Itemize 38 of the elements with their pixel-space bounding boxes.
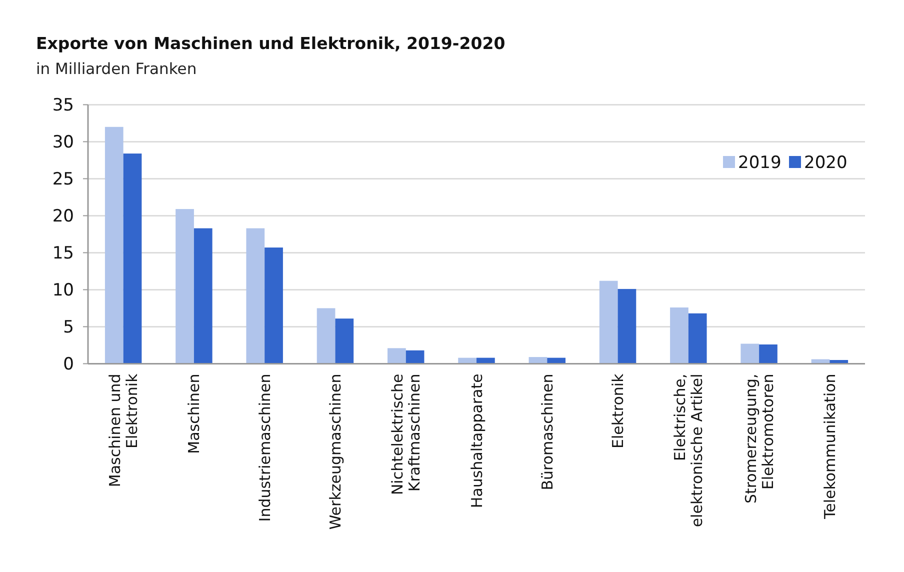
bar [670, 307, 688, 364]
chart-subtitle: in Milliarden Franken [36, 60, 197, 78]
bar [388, 348, 406, 364]
x-tick-label: Nichtelektrische Kraftmaschinen [388, 374, 424, 496]
x-tick-label: Büromaschinen [538, 374, 556, 490]
x-tick-label: Maschinen [185, 374, 204, 454]
x-tick-label: Telekommunikation [820, 374, 839, 520]
bar [264, 248, 283, 364]
y-tick-label: 30 [52, 132, 74, 153]
y-tick-label: 10 [52, 280, 74, 301]
bar [176, 209, 194, 364]
bar [599, 280, 618, 364]
x-tick-label: Werkzeugmaschinen [326, 374, 344, 530]
y-tick-label: 15 [52, 244, 74, 264]
bar [740, 344, 760, 364]
y-tick-label: 5 [63, 318, 74, 338]
legend-label: 2020 [804, 153, 848, 173]
x-tick-label: Haushaltapparate [468, 374, 486, 508]
legend-label: 2019 [738, 153, 782, 173]
y-tick-label: 20 [52, 206, 74, 227]
bar [316, 308, 336, 364]
x-tick-label: Industriemaschinen [256, 374, 274, 522]
bar [406, 350, 424, 364]
bar [759, 344, 778, 364]
bar [246, 228, 265, 364]
bar [104, 126, 124, 364]
y-tick-label: 0 [63, 354, 74, 375]
x-tick-label: Maschinen und Elektronik [106, 373, 142, 488]
chart-title: Exporte von Maschinen und Elektronik, 2019-2020 [36, 34, 506, 53]
x-tick-label: Elektronik [609, 373, 628, 449]
y-tick-label: 35 [52, 96, 74, 116]
y-tick-label: 25 [52, 170, 74, 190]
bar [618, 288, 636, 364]
bar [335, 318, 354, 364]
bar [194, 228, 212, 364]
x-tick-label: Elektrische, elektronische Artikel [671, 374, 706, 528]
bar [688, 313, 707, 364]
bar [123, 154, 142, 364]
